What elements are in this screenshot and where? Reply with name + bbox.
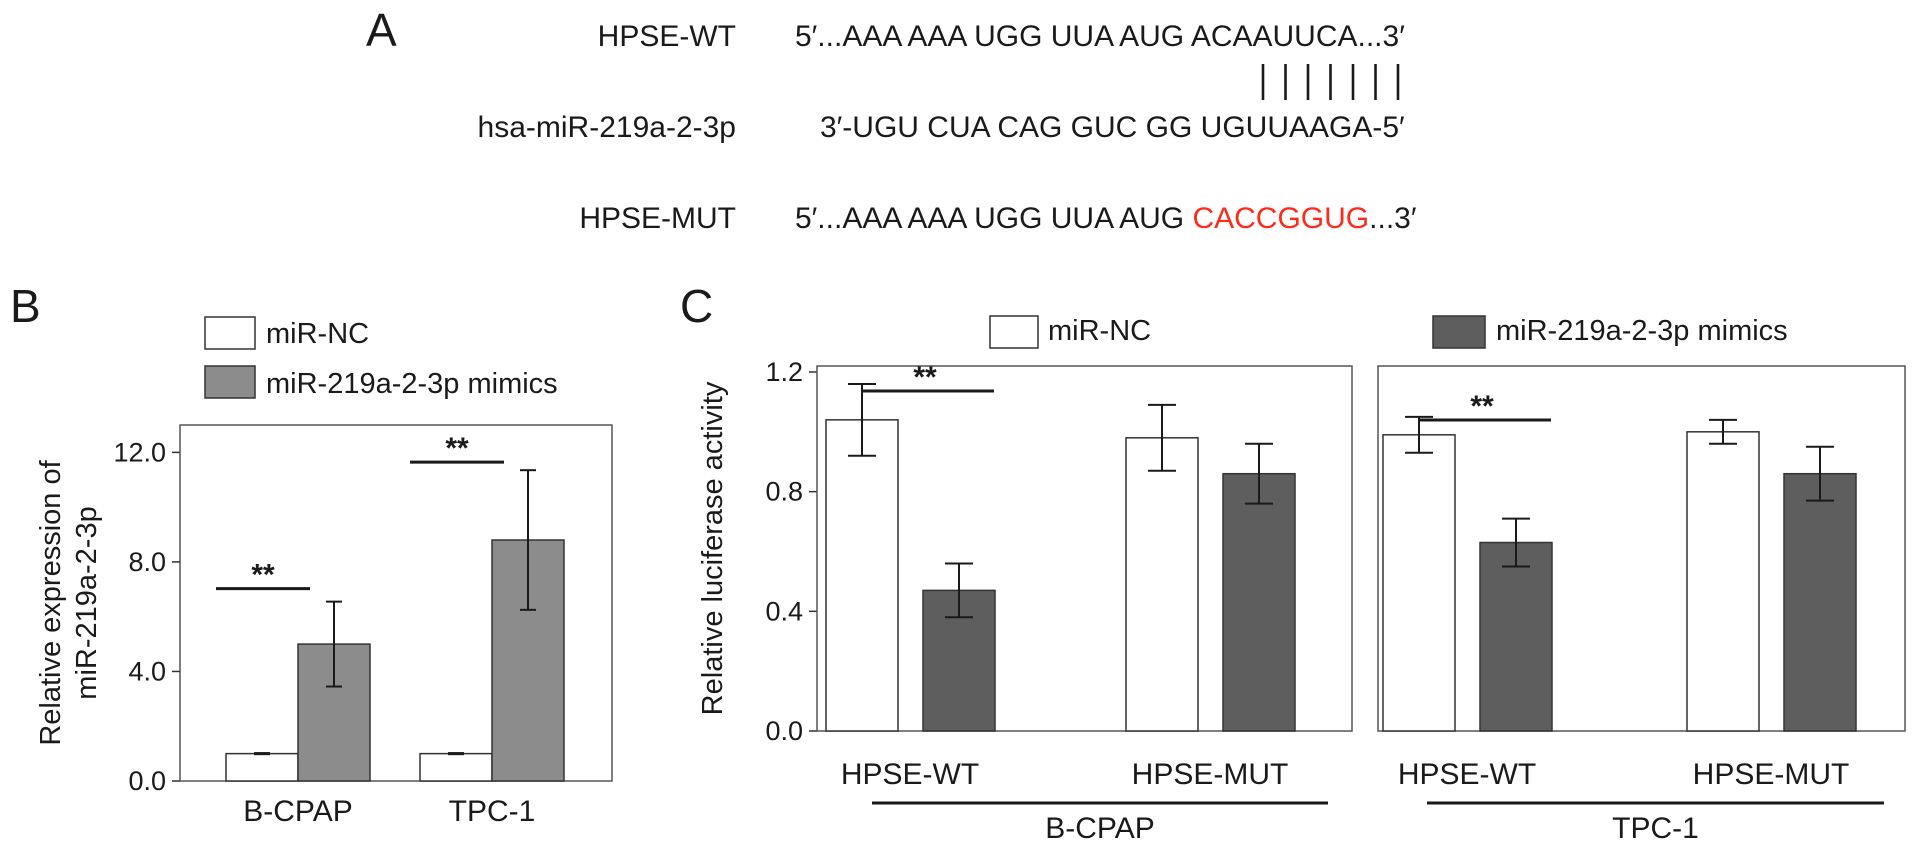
bar [1783, 472, 1857, 732]
panel-a-letter: A [366, 4, 397, 56]
x-category-label: B-CPAP [243, 795, 352, 828]
panel-a: A HPSE-WT 5′...AAA AAA UGG UUA AUG ACAAU… [366, 4, 1417, 235]
bar [825, 419, 899, 732]
group-label: TPC-1 [1612, 812, 1699, 845]
y-tick-label: 0.8 [765, 477, 803, 507]
mut-seq-suffix: ...3′ [1369, 202, 1417, 235]
bar [1686, 431, 1760, 732]
y-tick-label: 0.0 [765, 716, 803, 746]
legend-swatch-mir-nc [204, 316, 256, 350]
wt-seq-suffix: ...3′ [1358, 20, 1406, 53]
mut-seq-prefix: 5′...AAA AAA UGG UUA AUG [795, 202, 1192, 235]
mut-seq-site: CACCGGUG [1192, 202, 1369, 235]
bar [1382, 434, 1456, 732]
y-axis-title-line: Relative expression of [35, 459, 67, 745]
x-category-label: HPSE-MUT [1693, 758, 1850, 791]
panel-c: C miR-NC miR-219a-2-3p mimics 0.0 0.4 0.8 1.2… [680, 280, 1906, 845]
base-pair-lines [1261, 64, 1400, 100]
bar [1125, 437, 1199, 732]
x-category-label: HPSE-WT [841, 758, 979, 791]
x-category-label: TPC-1 [449, 795, 536, 828]
y-tick-label: 0.0 [128, 766, 166, 796]
wt-label: HPSE-WT [598, 20, 736, 53]
significance-stars: ** [251, 559, 275, 592]
wt-seq-site: ACAAUUCA [1191, 20, 1358, 53]
bar [225, 752, 299, 782]
legend-swatch-mir-nc [989, 315, 1039, 349]
panel-b: B miR-NC miR-219a-2-3p mimics 0.0 4.0 8.0 12.… [10, 280, 613, 828]
legend-label-mir-nc: miR-NC [266, 318, 369, 350]
bar [1479, 541, 1553, 732]
group-label: B-CPAP [1045, 812, 1154, 845]
y-axis-title: Relative luciferase activity [697, 381, 729, 715]
x-category-label: HPSE-MUT [1132, 758, 1289, 791]
mut-label: HPSE-MUT [579, 202, 736, 235]
legend-label-mir-nc: miR-NC [1048, 315, 1151, 347]
mut-sequence: 5′...AAA AAA UGG UUA AUG CACCGGUG...3′ [795, 202, 1417, 235]
plot-frame [179, 424, 613, 782]
mir-sequence: 3′-UGU CUA CAG GUC GG UGUUAAGA-5′ [820, 111, 1405, 144]
panel-c-letter: C [680, 280, 713, 332]
y-tick-label: 1.2 [765, 357, 803, 387]
x-category-label: HPSE-WT [1398, 758, 1536, 791]
bar [1222, 472, 1296, 732]
y-tick-label: 4.0 [128, 656, 166, 686]
legend-swatch-mimics [204, 365, 256, 399]
wt-seq-prefix: 5′...AAA AAA UGG UUA AUG [795, 20, 1191, 53]
plot-frame [816, 365, 1353, 732]
legend-swatch-mimics [1432, 315, 1486, 349]
legend-label-mimics: miR-219a-2-3p mimics [1496, 315, 1788, 347]
significance-stars: ** [913, 361, 937, 394]
y-tick-label: 0.4 [765, 596, 803, 626]
significance-stars: ** [1470, 390, 1494, 423]
plot-frame [1377, 365, 1906, 732]
significance-stars: ** [445, 432, 469, 465]
panel-b-letter: B [10, 280, 41, 332]
y-axis-title-line: miR-219a-2-3p [71, 506, 103, 699]
mir-label: hsa-miR-219a-2-3p [478, 111, 736, 144]
legend-label-mimics: miR-219a-2-3p mimics [266, 368, 558, 400]
bar [419, 752, 493, 782]
y-tick-label: 12.0 [113, 437, 166, 467]
y-tick-label: 8.0 [128, 547, 166, 577]
wt-sequence: 5′...AAA AAA UGG UUA AUG ACAAUUCA...3′ [795, 20, 1405, 53]
y-axis-title: Relative expression of miR-219a-2-3p [35, 459, 103, 745]
